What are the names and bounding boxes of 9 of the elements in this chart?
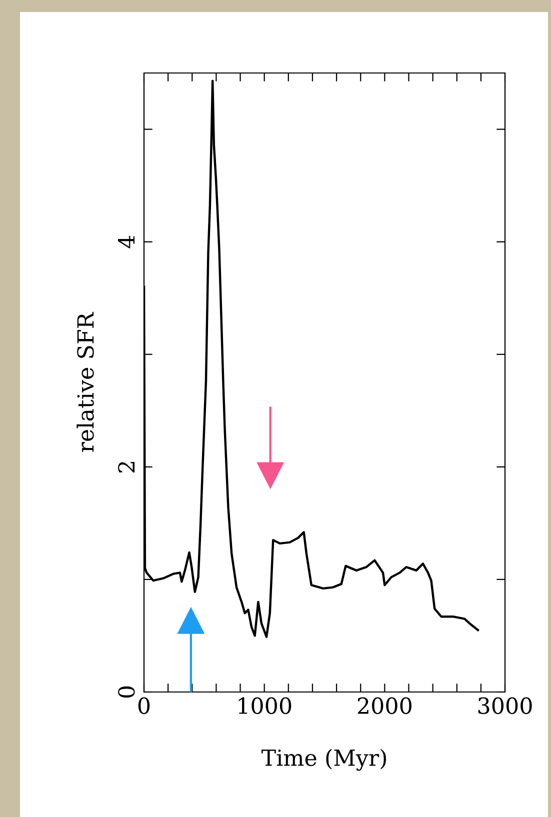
x-axis-title: Time (Myr) <box>261 748 386 771</box>
x-tick-label: 3000 <box>478 697 532 714</box>
x-tick-label: 1000 <box>238 697 292 714</box>
x-tick-label: 0 <box>138 697 150 714</box>
y-tick-label: 2 <box>118 462 135 472</box>
y-tick-label: 0 <box>118 686 135 698</box>
x-tick-label: 2000 <box>358 697 412 714</box>
y-tick-label: 4 <box>118 236 135 248</box>
y-axis-title: relative SFR <box>76 312 94 452</box>
